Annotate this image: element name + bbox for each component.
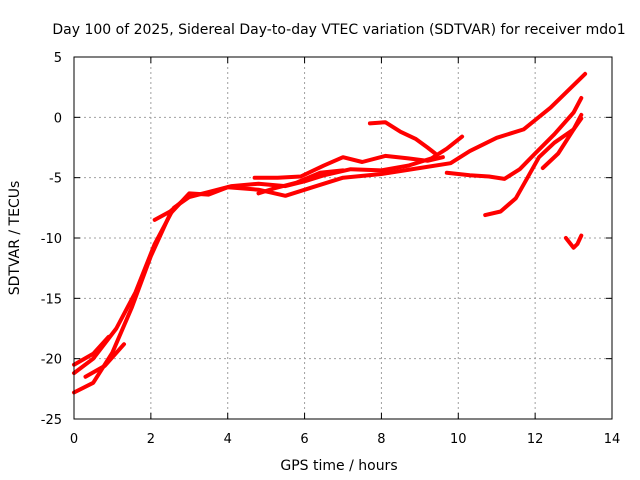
x-tick-label: 0 (70, 432, 78, 447)
grid (74, 57, 612, 419)
x-tick-label: 14 (604, 432, 621, 447)
series-line-trace-2 (72, 134, 465, 376)
series-line-trace-11 (540, 116, 584, 170)
chart-title: Day 100 of 2025, Sidereal Day-to-day VTE… (52, 22, 625, 38)
series-line-trace-8 (367, 120, 438, 156)
series-line-trace-10 (483, 112, 584, 218)
x-tick-label: 12 (527, 432, 544, 447)
y-tick-label: -10 (41, 232, 62, 247)
series-line-trace-9 (444, 96, 584, 181)
series-line-trace-5 (152, 199, 184, 222)
y-tick-label: -15 (41, 292, 62, 307)
y-tick-label: -20 (41, 353, 62, 368)
series-line-trace-3 (72, 334, 111, 367)
x-axis-label: GPS time / hours (280, 458, 397, 474)
x-tick-label: 4 (224, 432, 232, 447)
y-tick-label: -5 (49, 172, 62, 187)
series-line-trace-6 (252, 153, 445, 180)
x-tick-label: 10 (450, 432, 467, 447)
x-tick-label: 8 (377, 432, 385, 447)
x-tick-label: 2 (147, 432, 155, 447)
ticks: 0 2 4 6 8 10 12 14 -25 -20 -15 -10 -5 0 5 (41, 51, 621, 447)
series-line-trace-7 (256, 168, 345, 196)
series-line-trace-4 (83, 342, 126, 379)
y-tick-label: 5 (54, 51, 62, 66)
x-tick-label: 6 (300, 432, 308, 447)
y-axis-label: SDTVAR / TECUs (7, 181, 23, 296)
y-tick-label: 0 (54, 111, 62, 126)
series-group (72, 71, 588, 395)
series-line-trace-12 (563, 233, 584, 250)
y-tick-label: -25 (41, 413, 62, 428)
